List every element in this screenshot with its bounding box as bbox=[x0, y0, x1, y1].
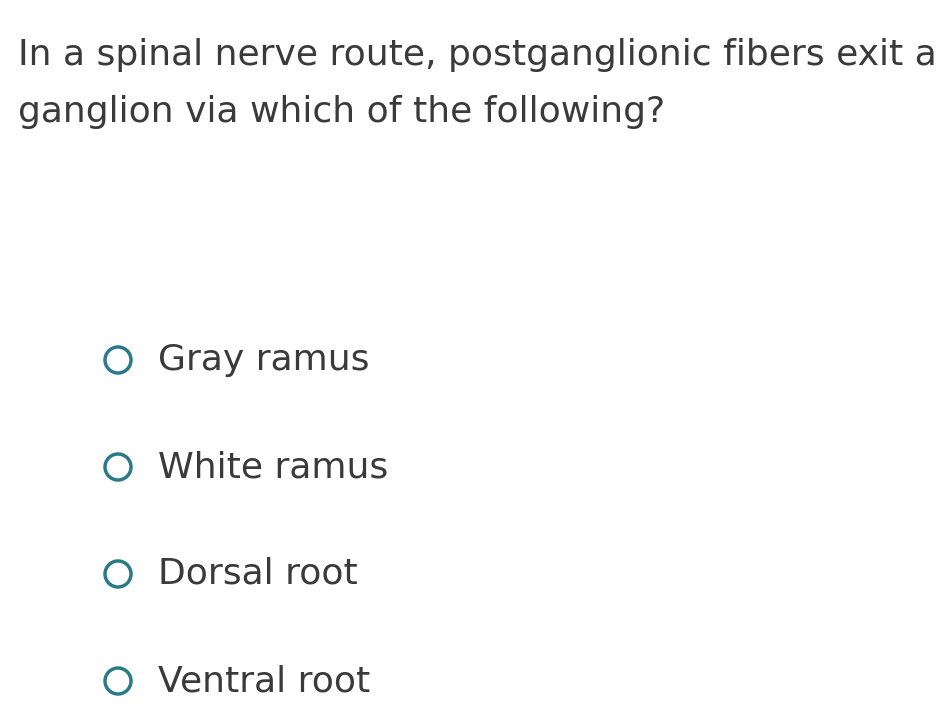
Text: Dorsal root: Dorsal root bbox=[158, 557, 358, 591]
Text: White ramus: White ramus bbox=[158, 450, 388, 484]
Text: Ventral root: Ventral root bbox=[158, 664, 370, 698]
Text: ganglion via which of the following?: ganglion via which of the following? bbox=[18, 95, 665, 129]
Text: In a spinal nerve route, postganglionic fibers exit a: In a spinal nerve route, postganglionic … bbox=[18, 38, 936, 72]
Text: Gray ramus: Gray ramus bbox=[158, 343, 369, 377]
